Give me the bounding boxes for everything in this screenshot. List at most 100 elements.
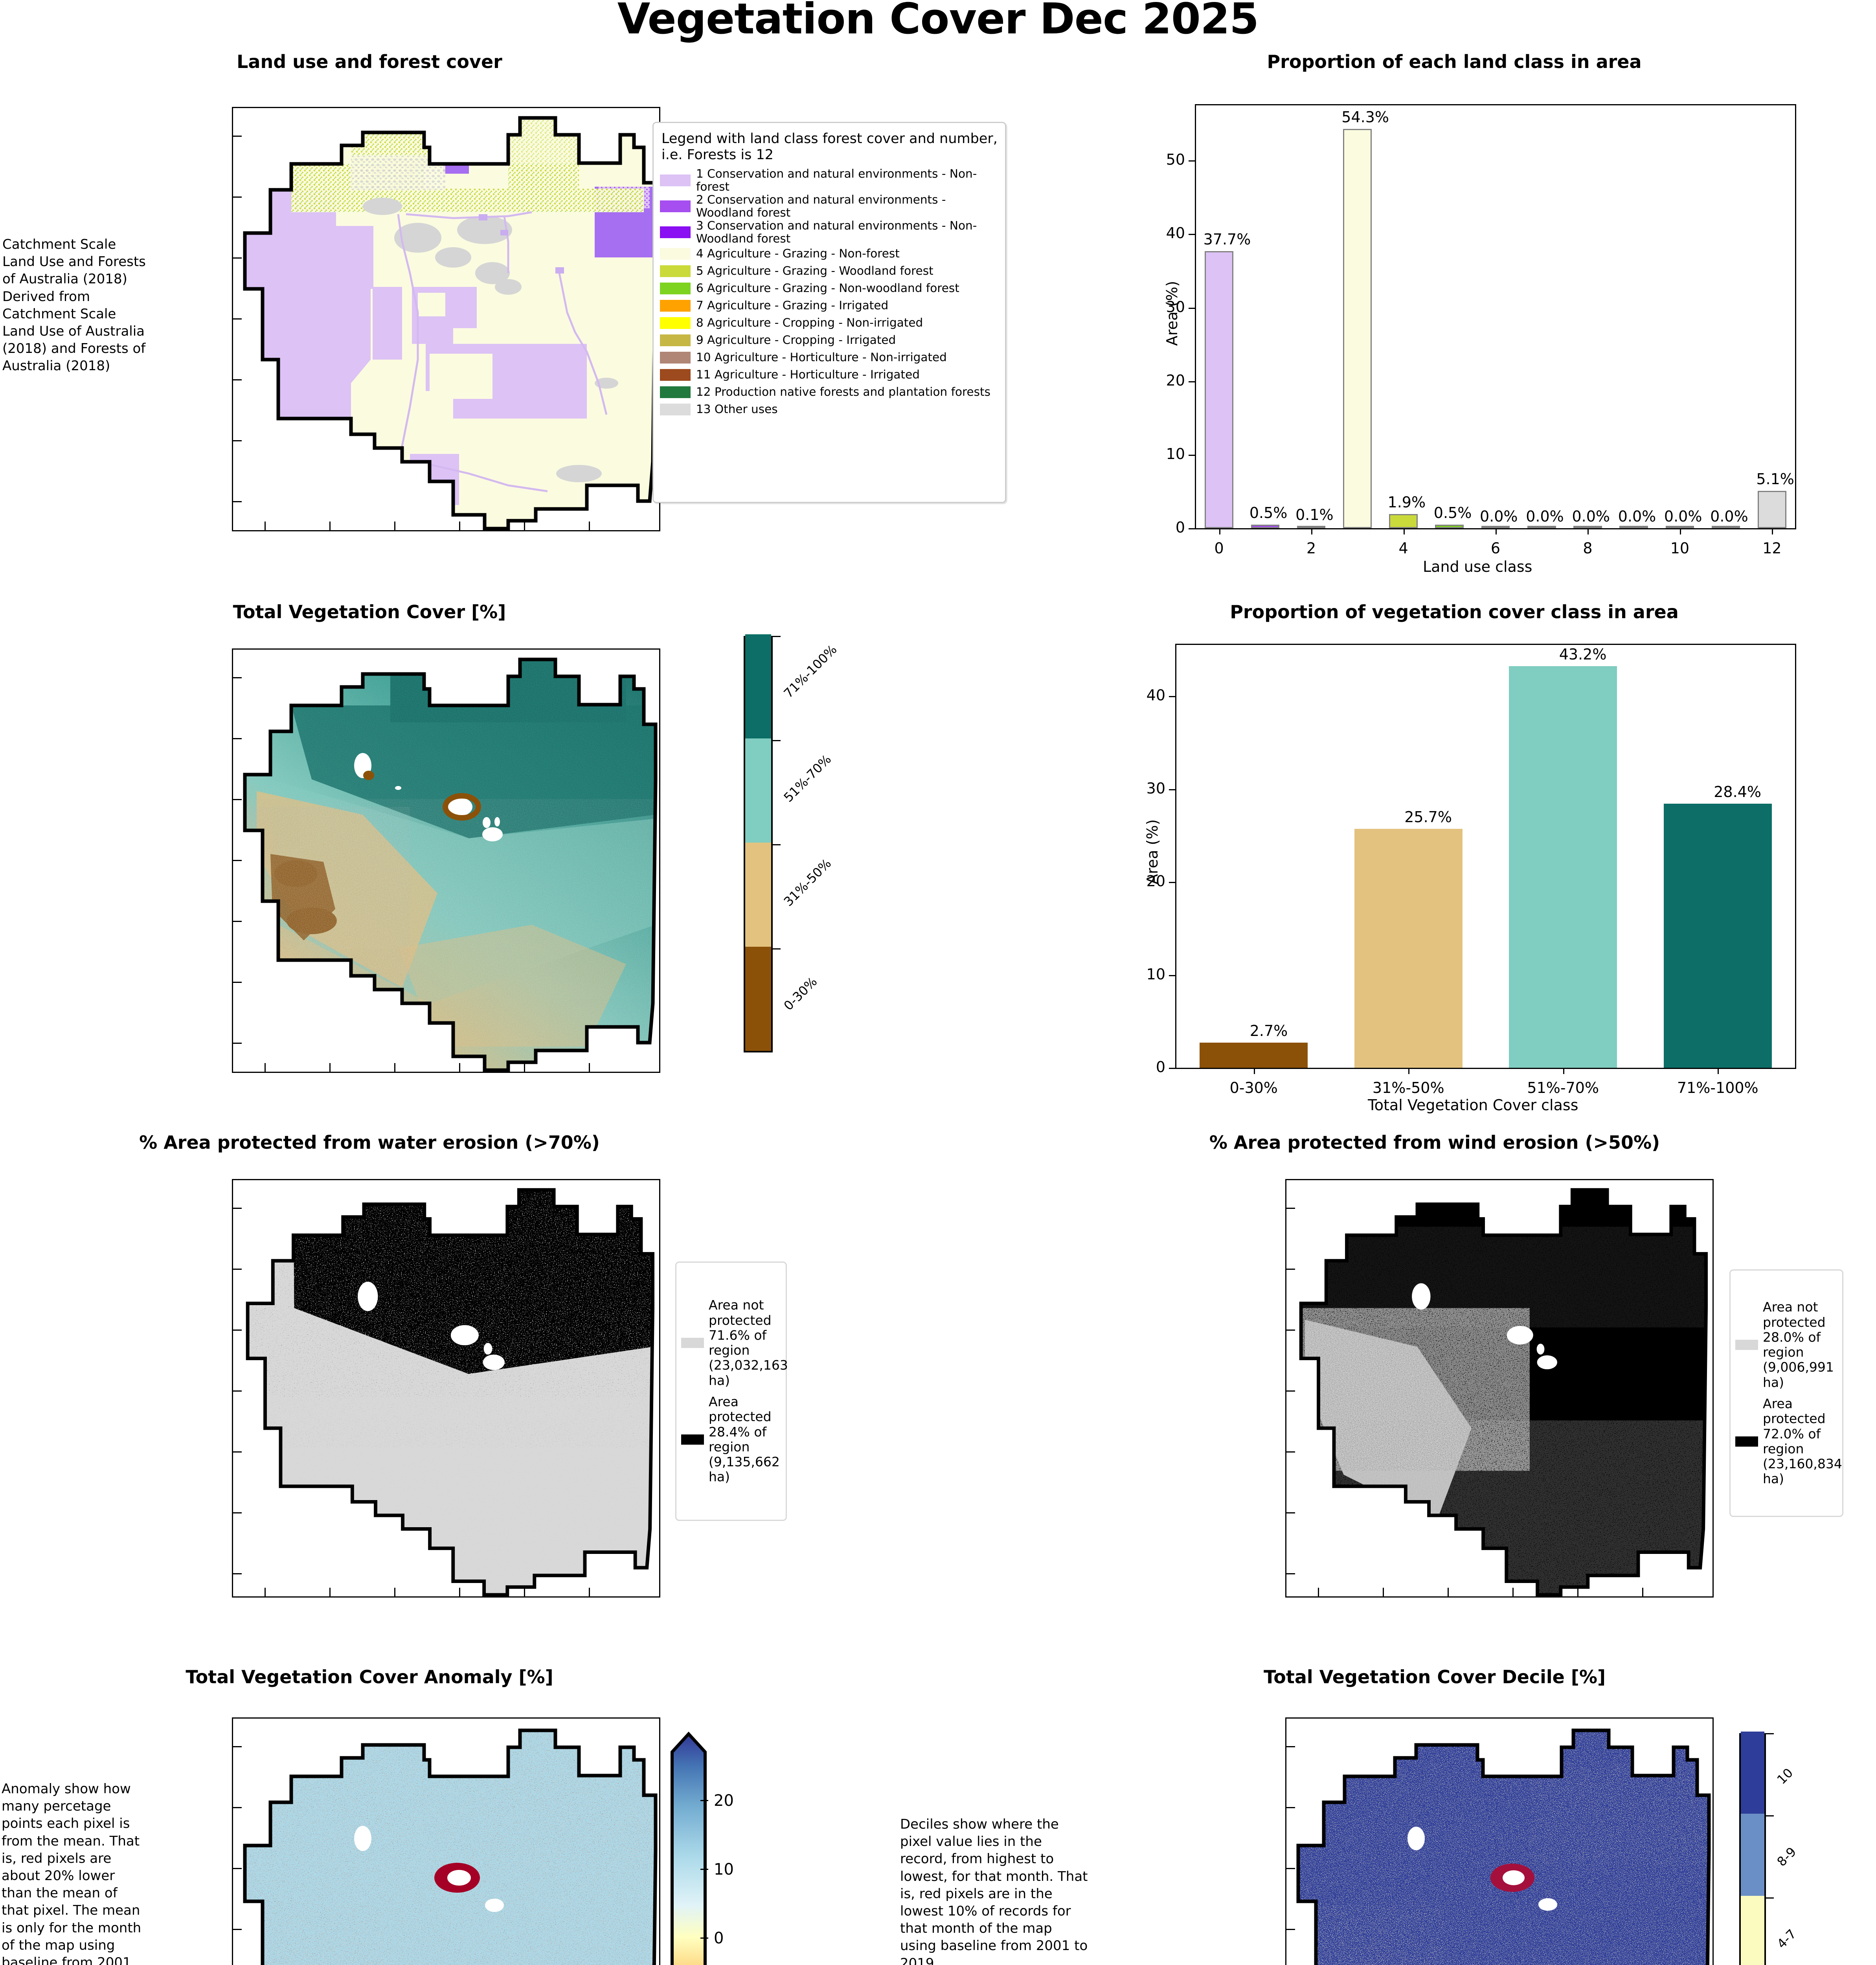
land-use-legend-items: 1 Conservation and natural environments …	[660, 167, 999, 418]
anomaly-colorbar-tick	[700, 1869, 708, 1870]
land-use-xtick: 12	[1762, 540, 1782, 557]
veg-cover-colorbar-tick	[773, 844, 781, 845]
legend-label: 3 Conservation and natural environments …	[696, 219, 977, 245]
land-use-xtick-mark	[1588, 528, 1589, 534]
land-use-bar[interactable]	[1758, 490, 1786, 528]
water-erosion-map-canvas	[233, 1180, 659, 1596]
legend-swatch	[660, 369, 691, 381]
land-use-xtick-mark	[1679, 528, 1681, 534]
anomaly-colorbar-label: 0	[714, 1929, 724, 1947]
veg-cover-bar-label: 2.7%	[1249, 1022, 1288, 1040]
legend-swatch	[660, 200, 691, 212]
land-use-ytick: 20	[1166, 371, 1185, 389]
land-use-ytick: 0	[1175, 519, 1185, 536]
land-use-bar[interactable]	[1665, 526, 1694, 528]
veg-cover-xtick: 0-30%	[1229, 1079, 1278, 1096]
land-use-legend-item: 3 Conservation and natural environments …	[660, 219, 999, 245]
anomaly-map[interactable]	[232, 1717, 660, 1965]
legend-swatch	[660, 317, 691, 329]
land-use-map[interactable]	[232, 107, 660, 531]
land-use-bar[interactable]	[1205, 251, 1233, 528]
land-use-xtick: 4	[1398, 540, 1408, 557]
veg-cover-bar[interactable]	[1509, 666, 1617, 1068]
decile-colorbar-tick	[1766, 1815, 1774, 1816]
veg-cover-ytick: 30	[1146, 779, 1165, 797]
decile-map-canvas	[1286, 1719, 1712, 1965]
veg-cover-colorbar-label: 31%-50%	[781, 856, 834, 909]
land-use-bar[interactable]	[1297, 526, 1326, 528]
decile-colorbar	[1739, 1732, 1766, 1965]
legend-swatch	[660, 265, 691, 277]
land-use-legend-item: 6 Agriculture - Grazing - Non-woodland f…	[660, 280, 999, 297]
land-use-legend-item: 7 Agriculture - Grazing - Irrigated	[660, 297, 999, 314]
veg-cover-colorbar-label: 51%-70%	[781, 751, 834, 805]
veg-cover-colorbar-tick	[773, 636, 781, 637]
land-use-xtick: 8	[1583, 540, 1593, 557]
land-use-ytick-mark	[1189, 381, 1195, 382]
veg-cover-xtick: 51%-70%	[1527, 1079, 1599, 1096]
land-use-chart[interactable]: 37.7% 0.5% 0.1% 54.3% 1.9% 0.5% 0.0% 0.0% 0.0% 0.…	[1195, 104, 1796, 529]
land-use-bar-label: 0.5%	[1249, 504, 1288, 522]
veg-cover-ytick-mark	[1169, 789, 1175, 790]
veg-cover-ytick-mark	[1169, 1068, 1175, 1069]
water-erosion-map[interactable]	[232, 1179, 660, 1598]
veg-cover-ytick: 40	[1146, 687, 1165, 704]
land-use-xtick: 2	[1306, 540, 1316, 557]
land-use-bar[interactable]	[1343, 129, 1372, 528]
veg-cover-ytick-mark	[1169, 975, 1175, 976]
anomaly-colorbar-label: 10	[714, 1860, 734, 1879]
water-erosion-legend: Area not protected 71.6% of region (23,0…	[675, 1262, 788, 1521]
land-use-bar-label: 0.0%	[1480, 508, 1518, 525]
veg-cover-colorbar-tick	[773, 740, 781, 741]
veg-cover-bar[interactable]	[1200, 1043, 1308, 1068]
land-use-xtick-mark	[1311, 528, 1313, 534]
wind-erosion-map-svg	[1299, 1188, 1708, 1596]
veg-cover-bar-label: 43.2%	[1559, 646, 1607, 663]
legend-swatch	[660, 334, 691, 346]
land-use-bar[interactable]	[1619, 526, 1648, 528]
land-use-bar[interactable]	[1389, 514, 1418, 528]
veg-cover-bar[interactable]	[1354, 829, 1463, 1068]
legend-label: 6 Agriculture - Grazing - Non-woodland f…	[696, 281, 959, 295]
land-use-legend-item: 10 Agriculture - Horticulture - Non-irri…	[660, 349, 999, 366]
page-title: Vegetation Cover Dec 2025	[617, 0, 1259, 44]
land-use-bar[interactable]	[1527, 526, 1556, 528]
land-use-bar[interactable]	[1481, 526, 1510, 528]
wind-erosion-map[interactable]	[1285, 1179, 1714, 1598]
land-use-legend-item: 12 Production native forests and plantat…	[660, 384, 999, 401]
legend-swatch	[660, 248, 691, 260]
decile-colorbar-label: 10	[1774, 1765, 1796, 1787]
land-use-map-svg	[243, 116, 658, 530]
veg-cover-map[interactable]	[232, 648, 660, 1073]
anomaly-map-svg	[243, 1728, 658, 1965]
veg-cover-bar[interactable]	[1663, 804, 1772, 1068]
land-use-bar[interactable]	[1435, 524, 1464, 528]
land-use-bar[interactable]	[1251, 524, 1280, 528]
land-use-bar[interactable]	[1711, 526, 1740, 528]
decile-colorbar-segment	[1741, 1814, 1764, 1896]
land-use-xtick: 10	[1670, 540, 1690, 557]
land-use-chart-title: Proportion of each land class in area	[1267, 51, 1642, 72]
decile-map[interactable]	[1285, 1717, 1714, 1965]
veg-cover-colorbar-segment	[745, 947, 771, 1051]
anomaly-colorbar-tick	[700, 1800, 708, 1802]
land-use-xtick-mark	[1403, 528, 1405, 534]
legend-swatch	[660, 386, 691, 398]
veg-cover-ytick-mark	[1169, 882, 1175, 883]
veg-cover-colorbar-segment	[745, 843, 771, 947]
land-use-bar[interactable]	[1573, 526, 1602, 528]
land-use-legend-item: 5 Agriculture - Grazing - Woodland fores…	[660, 263, 999, 280]
land-use-bar-label: 5.1%	[1756, 470, 1794, 488]
decile-colorbar-segment	[1741, 1732, 1764, 1814]
veg-cover-colorbar-tick	[773, 948, 781, 949]
legend-label: 1 Conservation and natural environments …	[696, 167, 977, 193]
wind-erosion-legend-item: Area not protected 28.0% of region (9,00…	[1735, 1300, 1837, 1390]
water-erosion-map-svg	[246, 1188, 654, 1596]
land-use-bar-label: 37.7%	[1203, 230, 1251, 248]
veg-cover-chart[interactable]: 2.7% 25.7% 43.2% 28.4%	[1175, 644, 1796, 1069]
land-use-xtick-mark	[1496, 528, 1497, 534]
veg-cover-ytick-mark	[1169, 696, 1175, 698]
decile-colorbar-segment	[1741, 1896, 1764, 1965]
legend-swatch	[660, 282, 691, 294]
veg-cover-ytick: 0	[1156, 1058, 1165, 1076]
